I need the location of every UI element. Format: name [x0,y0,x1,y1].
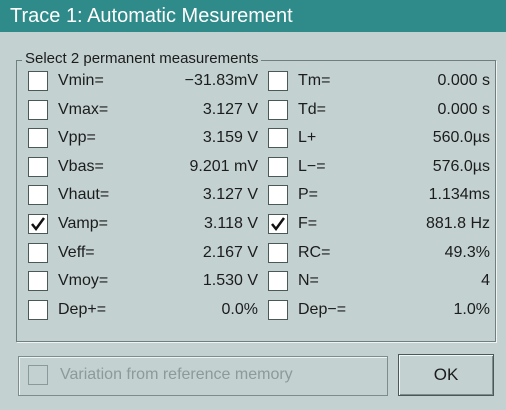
measure-label: Vbas= [58,157,104,175]
checkbox[interactable] [28,185,48,206]
checkbox[interactable] [268,156,288,177]
measure-value: 3.127 V [202,186,258,204]
measure-value: 0.0% [221,300,258,318]
checkbox[interactable] [28,128,48,149]
measure-value: 0.000 s [437,100,490,118]
measure-value: 560.0µs [432,129,490,147]
measure-value: 1.530 V [202,272,258,290]
reference-option [18,356,388,396]
checkbox[interactable] [268,71,288,91]
measure-value: 2.167 V [202,243,258,261]
measure-value: 576.0µs [432,157,490,175]
measure-label: Dep+= [58,300,107,318]
group-label: Select 2 permanent measurements [22,50,262,67]
checkbox[interactable] [28,214,48,234]
checkbox[interactable] [28,71,48,91]
measure-value: 0.000 s [437,72,490,89]
measure-value: 3.118 V [204,215,258,232]
measure-value: 1.134ms [428,186,490,204]
measure-value: 49.3% [444,243,490,261]
checkbox[interactable] [268,99,288,120]
measure-label: Tm= [298,72,331,89]
measure-label: Dep−= [298,300,347,318]
measure-label: Vmax= [58,100,109,118]
checkbox[interactable] [268,185,288,206]
measure-label: Vhaut= [58,186,110,204]
measure-label: L−= [298,157,326,175]
checkbox[interactable] [28,365,48,385]
checkbox[interactable] [28,99,48,120]
measure-value: 4 [481,272,490,290]
checkbox[interactable] [28,242,48,263]
measure-value: 3.159 V [202,129,258,147]
measure-label: P= [298,186,319,204]
checkbox[interactable] [268,214,288,234]
checkbox[interactable] [268,271,288,292]
checkbox[interactable] [28,156,48,177]
reference-label: Variation from reference memory [60,366,293,383]
measure-value: 1.0% [453,300,490,318]
measure-value: 881.8 Hz [425,215,490,232]
measure-value: −31.83mV [184,72,258,89]
check-mark [271,217,286,232]
measure-label: F= [298,215,318,232]
checkbox[interactable] [28,299,48,320]
title-bar: Trace 1: Automatic Mesurement [0,0,506,32]
measure-label: Vamp= [58,215,108,232]
measure-label: Td= [298,100,327,118]
ok-button[interactable]: OK [398,354,494,396]
checkbox[interactable] [28,271,48,292]
check-mark [31,217,46,232]
measure-label: Vmin= [58,72,104,89]
measure-label: RC= [298,243,331,261]
measure-label: Veff= [58,243,95,261]
measure-label: Vmoy= [58,272,109,290]
checkbox[interactable] [268,242,288,263]
measure-label: N= [298,272,319,290]
checkbox[interactable] [268,128,288,149]
measure-label: L+ [298,129,317,147]
measure-value: 3.127 V [202,100,258,118]
measure-label: Vpp= [58,129,96,147]
measure-value: 9.201 mV [189,157,258,175]
checkbox[interactable] [268,299,288,320]
